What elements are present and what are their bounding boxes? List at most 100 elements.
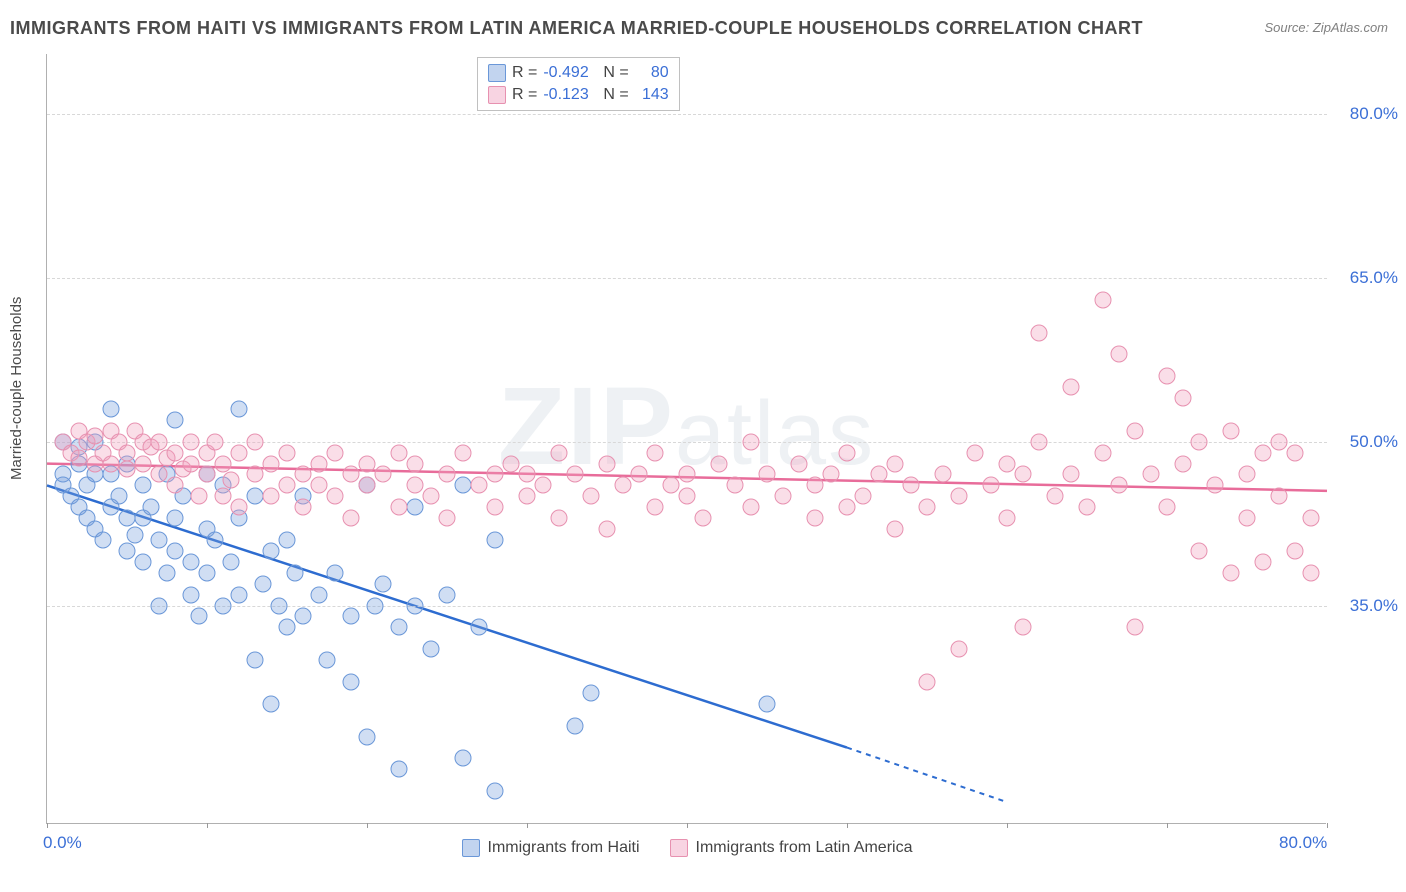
scatter-point <box>583 684 600 701</box>
scatter-point <box>983 477 1000 494</box>
scatter-point <box>191 488 208 505</box>
scatter-point <box>583 488 600 505</box>
scatter-point <box>1207 477 1224 494</box>
scatter-point <box>127 526 144 543</box>
scatter-point <box>135 455 152 472</box>
scatter-point <box>311 477 328 494</box>
scatter-point <box>135 477 152 494</box>
scatter-point <box>151 466 168 483</box>
x-tick-label: 0.0% <box>43 833 82 853</box>
scatter-point <box>647 499 664 516</box>
scatter-point <box>231 400 248 417</box>
scatter-point <box>759 695 776 712</box>
scatter-point <box>1271 433 1288 450</box>
scatter-point <box>1015 466 1032 483</box>
scatter-point <box>471 477 488 494</box>
scatter-point <box>183 553 200 570</box>
scatter-point <box>1015 619 1032 636</box>
n-value: 80 <box>635 64 669 82</box>
r-label: R = <box>512 64 537 82</box>
scatter-point <box>143 499 160 516</box>
scatter-point <box>439 586 456 603</box>
x-tick <box>1167 823 1168 828</box>
scatter-point <box>407 499 424 516</box>
scatter-point <box>215 455 232 472</box>
y-tick-label: 35.0% <box>1334 596 1398 616</box>
scatter-point <box>615 477 632 494</box>
scatter-point <box>871 466 888 483</box>
scatter-point <box>1127 619 1144 636</box>
scatter-point <box>367 597 384 614</box>
x-tick <box>367 823 368 828</box>
n-label: N = <box>603 64 628 82</box>
scatter-point <box>823 466 840 483</box>
legend-swatch <box>488 86 506 104</box>
x-tick <box>1007 823 1008 828</box>
gridline <box>47 278 1327 279</box>
scatter-point <box>807 510 824 527</box>
y-tick-label: 80.0% <box>1334 104 1398 124</box>
scatter-point <box>439 510 456 527</box>
scatter-point <box>87 428 104 445</box>
scatter-point <box>1239 510 1256 527</box>
scatter-point <box>487 783 504 800</box>
scatter-point <box>999 455 1016 472</box>
stats-legend-row: R = -0.123 N = 143 <box>488 84 669 106</box>
scatter-point <box>343 466 360 483</box>
scatter-point <box>391 499 408 516</box>
scatter-point <box>1031 433 1048 450</box>
scatter-point <box>567 466 584 483</box>
scatter-point <box>1031 324 1048 341</box>
n-label: N = <box>603 86 628 104</box>
scatter-point <box>599 455 616 472</box>
scatter-point <box>191 608 208 625</box>
scatter-point <box>1271 488 1288 505</box>
scatter-point <box>327 488 344 505</box>
chart-title: IMMIGRANTS FROM HAITI VS IMMIGRANTS FROM… <box>10 18 1143 39</box>
scatter-point <box>455 750 472 767</box>
scatter-point <box>951 488 968 505</box>
scatter-point <box>1175 455 1192 472</box>
scatter-point <box>71 450 88 467</box>
scatter-point <box>343 510 360 527</box>
scatter-point <box>711 455 728 472</box>
scatter-point <box>207 532 224 549</box>
scatter-point <box>1223 422 1240 439</box>
scatter-point <box>807 477 824 494</box>
scatter-point <box>999 510 1016 527</box>
scatter-point <box>279 619 296 636</box>
scatter-point <box>255 575 272 592</box>
scatter-point <box>1239 466 1256 483</box>
scatter-point <box>375 466 392 483</box>
scatter-point <box>119 444 136 461</box>
x-tick <box>687 823 688 828</box>
scatter-plot-area: ZIPatlas R = -0.492 N = 80 R = -0.123 N … <box>46 54 1326 824</box>
scatter-point <box>1287 444 1304 461</box>
scatter-point <box>1079 499 1096 516</box>
scatter-point <box>167 444 184 461</box>
scatter-point <box>551 510 568 527</box>
scatter-point <box>631 466 648 483</box>
scatter-point <box>167 411 184 428</box>
x-tick <box>1327 823 1328 828</box>
scatter-point <box>263 542 280 559</box>
legend-label: Immigrants from Latin America <box>696 839 913 857</box>
legend-item: Immigrants from Haiti <box>462 839 640 857</box>
scatter-point <box>1191 433 1208 450</box>
scatter-point <box>887 521 904 538</box>
scatter-point <box>327 564 344 581</box>
scatter-point <box>359 728 376 745</box>
scatter-point <box>263 695 280 712</box>
scatter-point <box>223 553 240 570</box>
scatter-point <box>167 542 184 559</box>
scatter-point <box>839 499 856 516</box>
y-axis-label: Married-couple Households <box>8 297 25 480</box>
x-tick-label: 80.0% <box>1279 833 1327 853</box>
scatter-point <box>535 477 552 494</box>
scatter-point <box>1095 291 1112 308</box>
scatter-point <box>1111 477 1128 494</box>
scatter-point <box>159 564 176 581</box>
scatter-point <box>183 586 200 603</box>
r-value: -0.492 <box>543 64 597 82</box>
scatter-point <box>1287 542 1304 559</box>
